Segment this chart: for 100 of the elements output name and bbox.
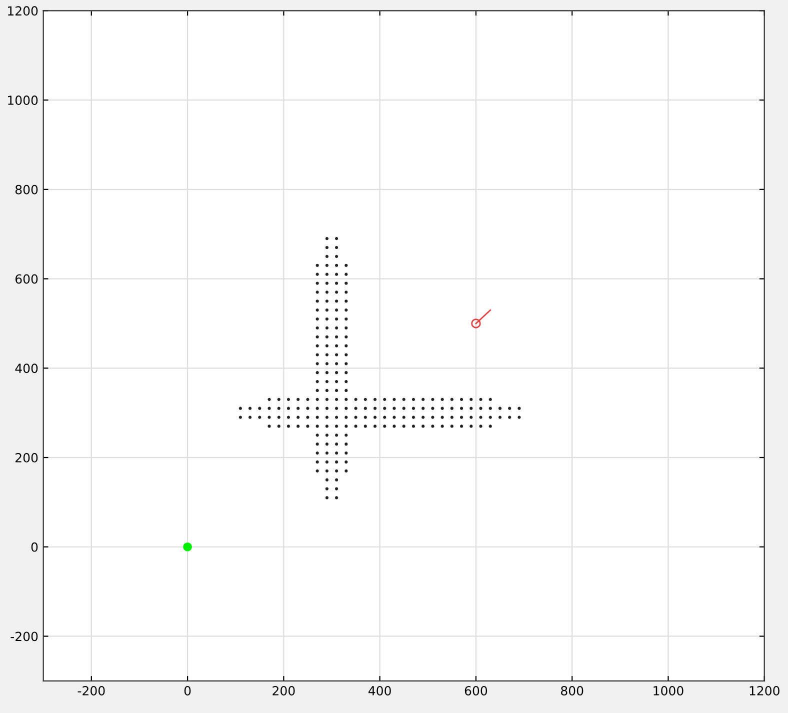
point [325,237,328,240]
point [325,496,328,500]
point [316,326,319,330]
point [402,398,406,401]
point [325,424,328,428]
y-tick-label: -200 [10,632,38,642]
point [392,398,396,401]
point [316,290,319,294]
point [335,254,338,258]
point [479,398,482,401]
point [431,398,434,401]
point [325,434,328,437]
point [325,371,328,374]
point [335,469,338,472]
point [335,380,338,384]
point [412,424,416,428]
point [344,326,348,330]
y-tick-label: 600 [15,274,38,284]
point [354,406,358,410]
point [306,416,310,419]
point [431,424,434,428]
point [286,416,290,419]
x-tick-label: 800 [561,686,584,696]
point [344,300,348,303]
point [344,362,348,366]
point [460,398,464,401]
point [354,416,358,419]
point [344,469,348,472]
point [354,398,358,401]
point [277,416,280,419]
point [335,326,338,330]
point [344,290,348,294]
point [306,398,310,401]
point [364,424,367,428]
point [488,416,492,419]
point [258,416,262,419]
point [325,353,328,356]
point [325,335,328,338]
point [392,416,396,419]
point [268,424,271,428]
point [508,406,512,410]
point [364,398,367,401]
point [325,460,328,464]
point [422,424,425,428]
point [412,398,416,401]
point [268,398,271,401]
x-tick-label: 400 [368,686,391,696]
point [344,434,348,437]
point [364,416,367,419]
point [335,406,338,410]
point [325,300,328,303]
point [335,237,338,240]
y-tick-label: 400 [15,364,38,374]
point [470,406,473,410]
point [335,478,338,482]
point [344,371,348,374]
point [335,246,338,250]
point [431,406,434,410]
point [344,416,348,419]
point [344,308,348,312]
point [335,344,338,348]
point [344,460,348,464]
point [325,254,328,258]
point [518,416,521,419]
point [335,272,338,276]
point [296,424,300,428]
point [479,406,482,410]
x-tick-label: 1200 [750,686,780,696]
point [335,264,338,267]
point [488,398,492,401]
point [471,318,481,328]
point [277,398,280,401]
y-tick-label: 200 [16,452,38,462]
point [498,406,502,410]
point [460,406,464,410]
point [335,317,338,321]
x-tick-label: 200 [272,686,295,696]
point [286,406,290,410]
point [373,406,377,410]
point [268,416,271,419]
point [316,442,319,446]
point [248,406,252,410]
point [344,406,348,410]
point [277,424,280,428]
point [383,424,386,428]
point [325,326,328,330]
point [316,308,319,312]
point [306,424,310,428]
point [325,317,328,321]
point [335,460,338,464]
point [325,469,328,472]
point [344,344,348,348]
point [335,487,338,490]
y-tick-label: 800 [15,184,38,194]
point [508,416,512,419]
point [316,380,319,384]
point [335,353,338,356]
x-tick-label: 1000 [654,686,684,696]
point [450,406,454,410]
point [325,478,328,482]
